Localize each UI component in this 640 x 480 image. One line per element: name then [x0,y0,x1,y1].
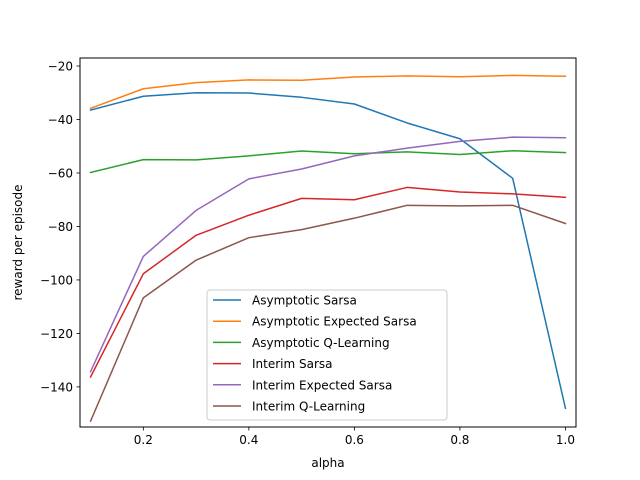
legend: Asymptotic Sarsa Asymptotic Expected Sars… [206,289,448,421]
series-line-6 [89,204,567,423]
y-tick-label: −40 [48,113,73,127]
legend-label: Asymptotic Expected Sarsa [252,315,417,329]
y-tick-label: −100 [40,273,73,287]
x-tick-label: 0.2 [134,433,153,447]
x-tick-label: 0.8 [450,433,469,447]
x-tick-label: 1.0 [556,433,575,447]
legend-box [206,289,448,421]
y-tick-label: −140 [40,380,73,394]
x-tick-label: 0.6 [345,433,364,447]
legend-label: Asymptotic Sarsa [252,294,357,308]
series-layer [89,74,567,423]
legend-label: Interim Q-Learning [252,400,365,414]
series-line-5 [89,136,567,373]
y-tick-label: −80 [48,220,73,234]
legend-label: Asymptotic Q-Learning [252,336,390,350]
series-line-1 [89,92,567,410]
plot-frame [79,57,577,428]
legend-label: Interim Expected Sarsa [252,378,392,392]
series-line-3 [89,150,567,174]
y-tick-label: −60 [48,166,73,180]
y-axis: −20 −40 −60 −80 −100 −120 −140 [40,60,80,394]
x-axis: 0.2 0.4 0.6 0.8 1.0 [134,427,575,447]
series-line-4 [89,186,567,379]
y-tick-label: −120 [40,327,73,341]
series-line-2 [89,74,567,110]
legend-label: Interim Sarsa [252,357,333,371]
y-axis-label: reward per episode [11,184,25,300]
x-axis-label: alpha [311,456,344,470]
y-tick-label: −20 [48,60,73,74]
x-tick-label: 0.4 [239,433,258,447]
